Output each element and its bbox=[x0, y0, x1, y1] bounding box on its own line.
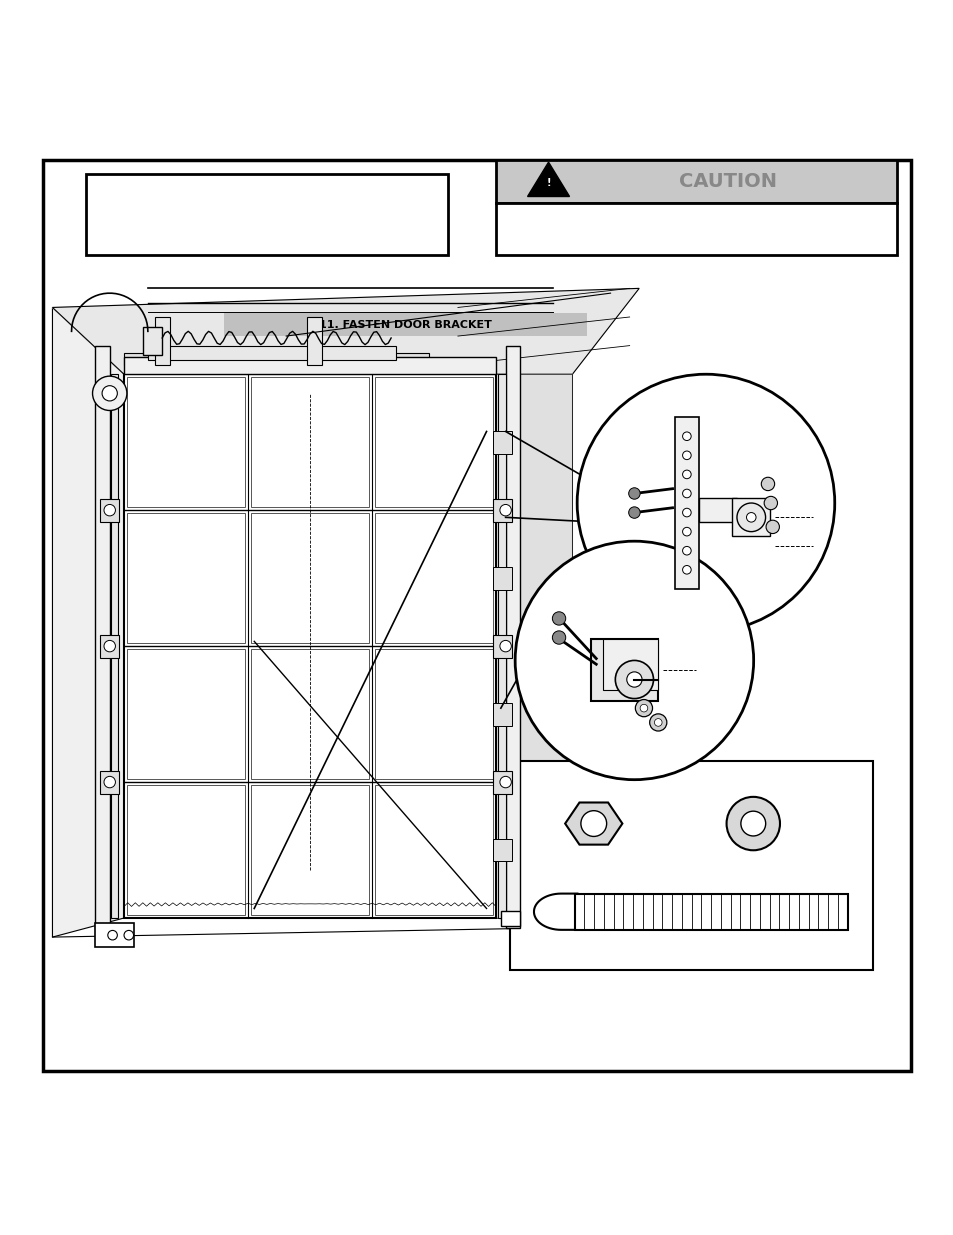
FancyBboxPatch shape bbox=[602, 638, 658, 689]
Circle shape bbox=[577, 374, 834, 632]
Text: 11. FASTEN DOOR BRACKET: 11. FASTEN DOOR BRACKET bbox=[318, 320, 492, 330]
FancyBboxPatch shape bbox=[307, 317, 322, 364]
Circle shape bbox=[681, 566, 690, 574]
FancyBboxPatch shape bbox=[674, 417, 698, 589]
FancyBboxPatch shape bbox=[493, 771, 512, 794]
FancyBboxPatch shape bbox=[224, 314, 586, 336]
Circle shape bbox=[726, 797, 780, 850]
FancyBboxPatch shape bbox=[493, 567, 512, 589]
FancyBboxPatch shape bbox=[591, 638, 658, 701]
FancyBboxPatch shape bbox=[100, 771, 119, 794]
FancyBboxPatch shape bbox=[154, 317, 170, 364]
FancyBboxPatch shape bbox=[500, 911, 519, 926]
Circle shape bbox=[104, 641, 115, 652]
Circle shape bbox=[736, 503, 764, 531]
FancyBboxPatch shape bbox=[124, 357, 496, 374]
FancyBboxPatch shape bbox=[505, 346, 519, 927]
FancyBboxPatch shape bbox=[698, 498, 736, 522]
Polygon shape bbox=[52, 308, 124, 937]
Circle shape bbox=[499, 504, 511, 516]
FancyBboxPatch shape bbox=[43, 159, 910, 1071]
Polygon shape bbox=[534, 894, 577, 930]
Polygon shape bbox=[527, 162, 569, 196]
FancyBboxPatch shape bbox=[375, 648, 493, 779]
Circle shape bbox=[681, 546, 690, 555]
FancyBboxPatch shape bbox=[493, 635, 512, 657]
FancyBboxPatch shape bbox=[510, 761, 872, 971]
Circle shape bbox=[615, 661, 653, 699]
FancyBboxPatch shape bbox=[111, 374, 118, 918]
FancyBboxPatch shape bbox=[143, 326, 162, 356]
FancyBboxPatch shape bbox=[95, 346, 110, 927]
FancyBboxPatch shape bbox=[127, 785, 245, 915]
Circle shape bbox=[681, 471, 690, 479]
FancyBboxPatch shape bbox=[251, 513, 369, 643]
FancyBboxPatch shape bbox=[127, 648, 245, 779]
FancyBboxPatch shape bbox=[496, 159, 896, 203]
FancyBboxPatch shape bbox=[493, 499, 512, 521]
FancyBboxPatch shape bbox=[375, 513, 493, 643]
Polygon shape bbox=[496, 374, 572, 927]
Circle shape bbox=[654, 719, 661, 726]
FancyBboxPatch shape bbox=[496, 203, 896, 254]
Circle shape bbox=[552, 631, 565, 645]
FancyBboxPatch shape bbox=[251, 648, 369, 779]
Circle shape bbox=[628, 488, 639, 499]
Polygon shape bbox=[564, 803, 621, 845]
Circle shape bbox=[628, 506, 639, 519]
Circle shape bbox=[92, 377, 127, 410]
FancyBboxPatch shape bbox=[251, 377, 369, 508]
FancyBboxPatch shape bbox=[574, 894, 846, 930]
Text: !: ! bbox=[546, 178, 550, 188]
Circle shape bbox=[552, 611, 565, 625]
FancyBboxPatch shape bbox=[100, 499, 119, 521]
Circle shape bbox=[104, 504, 115, 516]
FancyBboxPatch shape bbox=[375, 785, 493, 915]
Circle shape bbox=[515, 541, 753, 779]
FancyBboxPatch shape bbox=[100, 635, 119, 657]
Circle shape bbox=[745, 513, 755, 522]
Circle shape bbox=[681, 489, 690, 498]
Circle shape bbox=[765, 520, 779, 534]
Text: CAUTION: CAUTION bbox=[679, 172, 777, 190]
Circle shape bbox=[499, 777, 511, 788]
FancyBboxPatch shape bbox=[493, 431, 512, 453]
Circle shape bbox=[639, 704, 647, 711]
Circle shape bbox=[760, 477, 774, 490]
FancyBboxPatch shape bbox=[95, 923, 133, 947]
FancyBboxPatch shape bbox=[493, 703, 512, 725]
Polygon shape bbox=[52, 288, 639, 374]
FancyBboxPatch shape bbox=[124, 353, 429, 364]
Circle shape bbox=[580, 810, 606, 836]
FancyBboxPatch shape bbox=[86, 174, 448, 254]
FancyBboxPatch shape bbox=[127, 377, 245, 508]
FancyBboxPatch shape bbox=[493, 839, 512, 862]
Circle shape bbox=[681, 527, 690, 536]
Circle shape bbox=[763, 496, 777, 510]
Circle shape bbox=[740, 811, 765, 836]
Circle shape bbox=[499, 641, 511, 652]
Circle shape bbox=[104, 777, 115, 788]
FancyBboxPatch shape bbox=[148, 346, 395, 359]
Circle shape bbox=[102, 385, 117, 401]
FancyBboxPatch shape bbox=[251, 785, 369, 915]
FancyBboxPatch shape bbox=[127, 513, 245, 643]
Circle shape bbox=[681, 432, 690, 441]
Circle shape bbox=[681, 509, 690, 517]
FancyBboxPatch shape bbox=[375, 377, 493, 508]
FancyBboxPatch shape bbox=[497, 374, 505, 918]
Circle shape bbox=[649, 714, 666, 731]
FancyBboxPatch shape bbox=[731, 498, 770, 536]
Circle shape bbox=[626, 672, 641, 687]
Circle shape bbox=[635, 699, 652, 716]
Circle shape bbox=[108, 930, 117, 940]
Circle shape bbox=[681, 451, 690, 459]
Circle shape bbox=[124, 930, 133, 940]
